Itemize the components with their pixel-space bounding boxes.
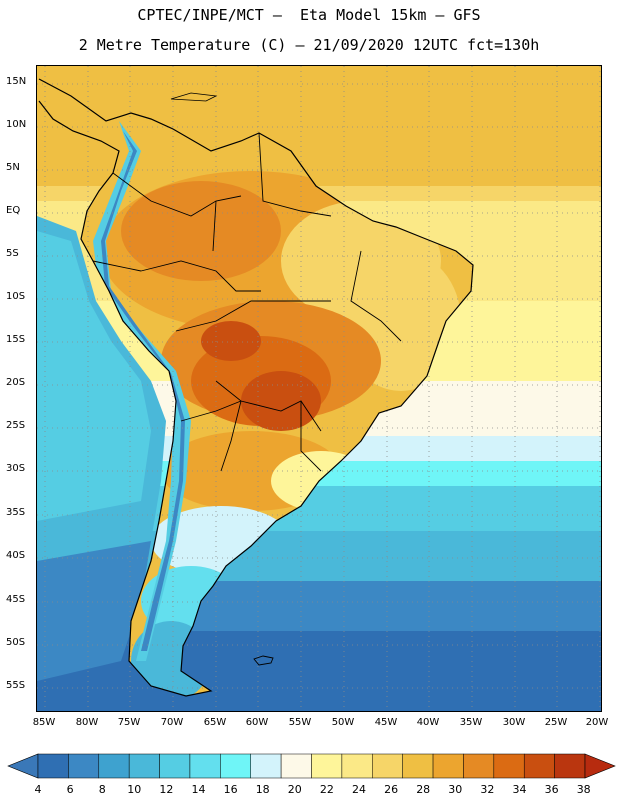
lat-label-50s: 50S bbox=[6, 637, 26, 648]
lon-label-45w: 45W bbox=[374, 717, 398, 728]
lat-label-5n: 5N bbox=[6, 162, 20, 173]
colorbar-cells bbox=[37, 753, 586, 779]
lon-label-35w: 35W bbox=[459, 717, 483, 728]
caribbean-islands bbox=[170, 92, 218, 102]
colorbar-label: 18 bbox=[255, 783, 270, 796]
colorbar-cell bbox=[250, 753, 282, 779]
lon-label-65w: 65W bbox=[203, 717, 227, 728]
colorbar-label: 4 bbox=[34, 783, 42, 796]
colorbar-label: 34 bbox=[512, 783, 527, 796]
colorbar-label: 12 bbox=[159, 783, 174, 796]
lon-label-80w: 80W bbox=[75, 717, 99, 728]
colorbar-cell bbox=[128, 753, 160, 779]
lon-label-40w: 40W bbox=[416, 717, 440, 728]
colorbar-cell bbox=[402, 753, 434, 779]
colorbar-cell bbox=[341, 753, 373, 779]
lat-label-15n: 15N bbox=[6, 76, 27, 87]
falkland-islands bbox=[253, 655, 274, 666]
lat-label-40s: 40S bbox=[6, 550, 26, 561]
colorbar-cell bbox=[37, 753, 69, 779]
colorbar-label: 26 bbox=[384, 783, 399, 796]
title-line-2: 2 Metre Temperature (C) – 21/09/2020 12U… bbox=[78, 36, 540, 54]
lat-label-15s: 15S bbox=[6, 334, 26, 345]
colorbar-cell bbox=[68, 753, 100, 779]
lon-label-55w: 55W bbox=[288, 717, 312, 728]
lon-label-30w: 30W bbox=[502, 717, 526, 728]
lon-label-20w: 20W bbox=[585, 717, 609, 728]
colorbar-label: 36 bbox=[544, 783, 559, 796]
colorbar-label: 20 bbox=[287, 783, 302, 796]
colorbar-cell bbox=[159, 753, 191, 779]
lon-label-85w: 85W bbox=[32, 717, 56, 728]
country-borders bbox=[92, 132, 402, 472]
lat-label-55s: 55S bbox=[6, 680, 26, 691]
colorbar-cell bbox=[463, 753, 495, 779]
colorbar bbox=[7, 753, 616, 779]
colorbar-label: 22 bbox=[319, 783, 334, 796]
colorbar-cell bbox=[523, 753, 555, 779]
colorbar-label: 6 bbox=[66, 783, 74, 796]
colorbar-label: 10 bbox=[127, 783, 142, 796]
colorbar-cell bbox=[98, 753, 130, 779]
colorbar-label: 8 bbox=[98, 783, 106, 796]
colorbar-label: 30 bbox=[448, 783, 463, 796]
lon-label-25w: 25W bbox=[544, 717, 568, 728]
colorbar-left-arrow bbox=[7, 753, 39, 779]
colorbar-right-arrow bbox=[584, 753, 616, 779]
title-line-1: CPTEC/INPE/MCT – Eta Model 15km – GFS bbox=[137, 6, 481, 24]
colorbar-label: 24 bbox=[352, 783, 366, 796]
lat-label-30s: 30S bbox=[6, 463, 26, 474]
lat-label-eq: EQ bbox=[6, 205, 21, 216]
colorbar-label: 38 bbox=[576, 783, 591, 796]
colorbar-cell bbox=[554, 753, 586, 779]
coastline bbox=[38, 78, 474, 697]
lat-label-35s: 35S bbox=[6, 507, 26, 518]
temperature-map bbox=[36, 65, 602, 712]
colorbar-label: 28 bbox=[416, 783, 431, 796]
lon-label-70w: 70W bbox=[160, 717, 184, 728]
colorbar-cell bbox=[220, 753, 251, 779]
lat-label-10s: 10S bbox=[6, 291, 26, 302]
lat-label-25s: 25S bbox=[6, 420, 26, 431]
colorbar-cell bbox=[280, 753, 312, 779]
colorbar-label: 14 bbox=[191, 783, 206, 796]
colorbar-label: 32 bbox=[480, 783, 495, 796]
colorbar-cell bbox=[311, 753, 343, 779]
lat-label-10n: 10N bbox=[6, 119, 27, 130]
lon-label-50w: 50W bbox=[331, 717, 355, 728]
lat-label-5s: 5S bbox=[6, 248, 19, 259]
colorbar-cell bbox=[432, 753, 464, 779]
colorbar-label: 16 bbox=[223, 783, 238, 796]
lon-label-75w: 75W bbox=[117, 717, 141, 728]
colorbar-cell bbox=[372, 753, 403, 779]
colorbar-cell bbox=[493, 753, 525, 779]
lon-label-60w: 60W bbox=[245, 717, 269, 728]
lat-label-45s: 45S bbox=[6, 594, 26, 605]
lat-label-20s: 20S bbox=[6, 377, 26, 388]
colorbar-cell bbox=[189, 753, 221, 779]
